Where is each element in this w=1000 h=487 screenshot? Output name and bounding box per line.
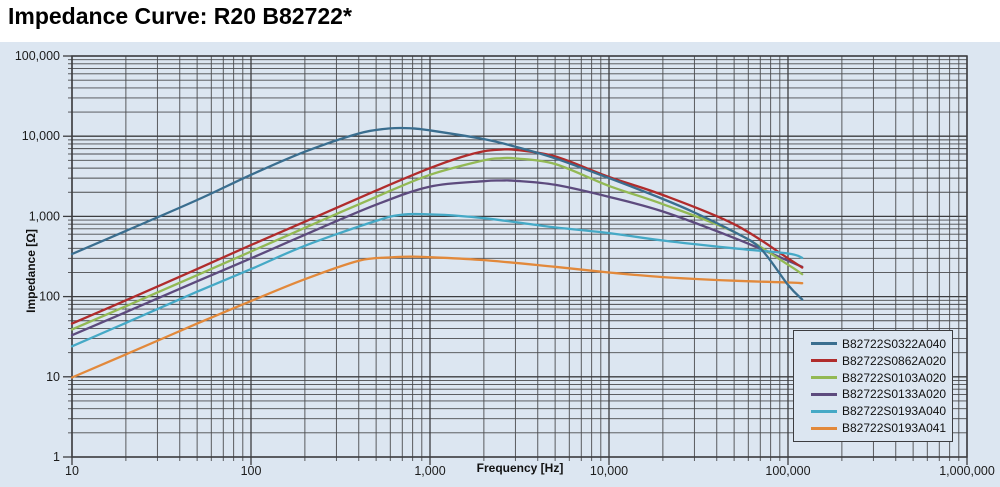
x-axis-title: Frequency [Hz] — [476, 461, 564, 475]
impedance-chart: 10 100 1,000 10,000 100,000 1,000,000 1 10 100 1,… — [0, 42, 1000, 487]
y-tick-label: 10 — [46, 370, 60, 384]
x-tick-label: 100,000 — [765, 464, 810, 478]
legend-item-B82722S0103A020: B82722S0103A020 — [798, 371, 948, 385]
plot-area: 10 100 1,000 10,000 100,000 1,000,000 1 10 100 1,… — [15, 49, 995, 478]
y-axis-title: Impedance [Ω] — [24, 229, 38, 313]
y-tick-label: 100 — [39, 290, 60, 304]
y-tick-label: 10,000 — [22, 129, 60, 143]
curve-B82722S0103A020 — [70, 156, 804, 331]
legend-label: B82722S0133A020 — [842, 387, 947, 402]
plot-frame — [71, 55, 968, 458]
legend-label: B82722S0862A020 — [842, 353, 947, 368]
legend-line-swatch — [811, 359, 837, 363]
page-title: Impedance Curve: R20 B82722* — [8, 3, 352, 29]
curve-B82722S0193A041 — [70, 255, 804, 379]
legend-label: B82722S0103A020 — [842, 370, 947, 385]
legend-label: B82722S0193A040 — [842, 404, 947, 419]
x-tick-label: 1,000,000 — [939, 464, 995, 478]
legend-line-swatch — [811, 392, 837, 396]
y-tick-label: 1,000 — [29, 209, 60, 223]
legend-label: B82722S0193A041 — [842, 421, 947, 436]
x-tick-label: 10,000 — [590, 464, 628, 478]
legend-line-swatch — [811, 426, 837, 430]
legend-label: B82722S0322A040 — [842, 336, 947, 351]
legend-item-B82722S0133A020: B82722S0133A020 — [798, 387, 948, 401]
legend: B82722S0322A040 B82722S0862A020 B82722S010… — [793, 330, 953, 442]
curve-B82722S0322A040 — [70, 126, 804, 301]
y-tick-label: 100,000 — [15, 49, 60, 63]
legend-item-B82722S0862A020: B82722S0862A020 — [798, 354, 948, 368]
x-tick-label: 100 — [241, 464, 262, 478]
legend-line-swatch — [811, 376, 837, 380]
x-tick-label: 1,000 — [414, 464, 445, 478]
x-tick-label: 10 — [65, 464, 79, 478]
legend-item-B82722S0193A040: B82722S0193A040 — [798, 404, 948, 418]
legend-item-B82722S0193A041: B82722S0193A041 — [798, 421, 948, 435]
legend-line-swatch — [811, 409, 837, 413]
curve-B82722S0862A020 — [70, 148, 804, 325]
legend-item-B82722S0322A040: B82722S0322A040 — [798, 337, 948, 351]
legend-line-swatch — [811, 342, 837, 346]
y-tick-label: 1 — [53, 450, 60, 464]
curve-B82722S0133A020 — [70, 179, 804, 337]
curve-B82722S0193A040 — [70, 212, 804, 348]
